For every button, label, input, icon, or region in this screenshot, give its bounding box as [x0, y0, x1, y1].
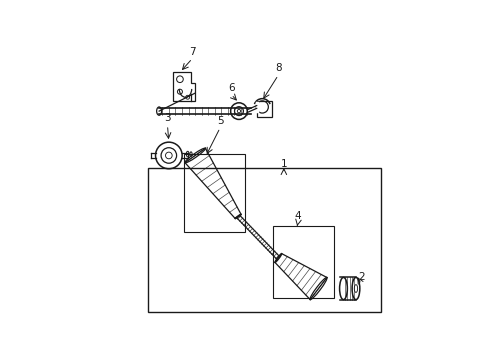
Text: 6: 6	[227, 82, 234, 93]
Bar	[256, 102, 271, 117]
Text: 7: 7	[189, 46, 195, 57]
Text: 3: 3	[164, 113, 170, 123]
Bar	[272, 226, 333, 298]
Text: 5: 5	[216, 116, 223, 126]
Text: 1: 1	[280, 159, 286, 169]
Bar	[148, 168, 380, 312]
Text: 2: 2	[357, 273, 364, 283]
Text: 4: 4	[294, 211, 301, 221]
Text: 8: 8	[274, 63, 281, 73]
Bar	[183, 154, 244, 232]
